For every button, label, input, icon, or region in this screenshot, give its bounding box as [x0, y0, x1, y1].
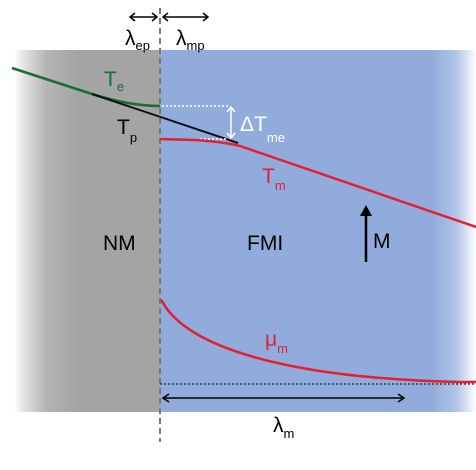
magnon-potential-label: μm	[265, 328, 288, 356]
phonon-temp-label: Tp	[117, 116, 137, 145]
electron-temp-label: Te	[104, 68, 124, 94]
nm-label: NM	[103, 232, 136, 255]
lambda-ep-label: λep	[125, 27, 150, 53]
phonon-temp-line	[91, 93, 239, 144]
lambda-ep-arrow	[128, 12, 159, 22]
lambda-mp-label: λmp	[176, 27, 205, 53]
lambda-m-arrow	[161, 393, 406, 403]
magnetization-arrow	[360, 205, 372, 262]
delta-temp-label: ΔTme	[240, 113, 285, 145]
magnon-potential-curve	[159, 298, 476, 384]
delta-arrow	[226, 105, 236, 140]
magnon-temp-curve	[159, 137, 476, 229]
lambda-m-label: λm	[273, 414, 294, 441]
magnetization-label: M	[373, 230, 391, 253]
magnon-temp-label: Tm	[262, 165, 286, 193]
lambda-mp-arrow	[161, 12, 210, 22]
fmi-region	[160, 50, 476, 412]
fmi-label: FMI	[247, 232, 283, 255]
nm-region	[14, 50, 160, 412]
